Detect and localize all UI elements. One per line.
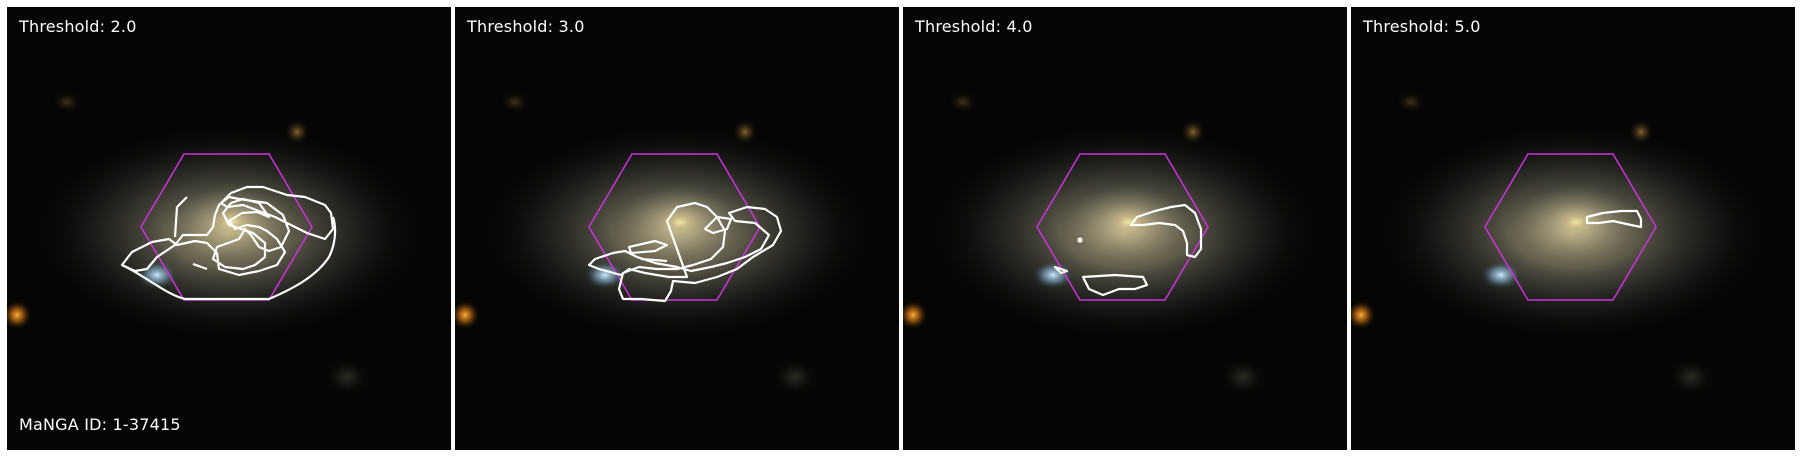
panel-title: Threshold: 3.0 <box>467 17 585 36</box>
galaxy-image <box>455 7 899 450</box>
ifu-hexagon <box>1484 153 1657 301</box>
image-panel-1: Threshold: 2.0 MaNGA ID: 1-37415 <box>7 7 451 450</box>
threshold-contours <box>587 201 783 303</box>
galaxy-image <box>1351 7 1795 450</box>
threshold-contours <box>120 185 337 301</box>
image-panel-3: Threshold: 4.0 <box>903 7 1347 450</box>
threshold-contours <box>1053 203 1203 297</box>
ifu-hexagon <box>1036 153 1209 301</box>
image-panel-4: Threshold: 5.0 <box>1351 7 1795 450</box>
galaxy-image <box>7 7 451 450</box>
ifu-hexagon <box>588 153 761 301</box>
threshold-contours <box>1585 209 1643 229</box>
panel-title: Threshold: 2.0 <box>19 17 137 36</box>
manga-id-label: MaNGA ID: 1-37415 <box>19 415 181 434</box>
panel-title: Threshold: 5.0 <box>1363 17 1481 36</box>
galaxy-image <box>903 7 1347 450</box>
image-panel-2: Threshold: 3.0 <box>455 7 899 450</box>
panel-title: Threshold: 4.0 <box>915 17 1033 36</box>
